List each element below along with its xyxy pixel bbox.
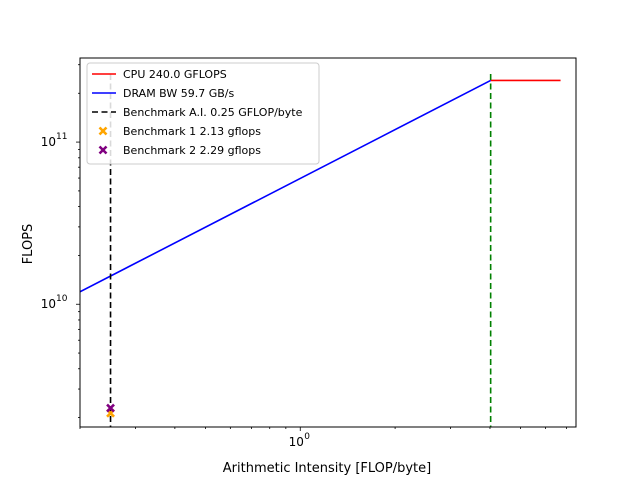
- legend-label: DRAM BW 59.7 GB/s: [123, 87, 234, 100]
- x-axis-label: Arithmetic Intensity [FLOP/byte]: [223, 461, 431, 476]
- legend-label: Benchmark 1 2.13 gflops: [123, 125, 261, 138]
- y-tick-exponent: 11: [56, 132, 67, 142]
- legend: CPU 240.0 GFLOPS DRAM BW 59.7 GB/s Benchma…: [86, 62, 320, 165]
- x-tick-exponent: 0: [304, 432, 310, 442]
- series-line-1: [80, 79, 492, 293]
- legend-label: Benchmark 2 2.29 gflops: [123, 144, 261, 157]
- legend-label: CPU 240.0 GFLOPS: [123, 68, 227, 81]
- y-axis-label: FLOPS: [21, 224, 36, 265]
- legend-handle-4: [98, 145, 108, 155]
- y-tick-label: 10: [41, 135, 56, 149]
- x-axis-ticks: 10 0: [289, 427, 310, 449]
- legend-box: [86, 62, 320, 165]
- y-tick-exponent: 10: [56, 294, 68, 304]
- y-tick-label: 10: [41, 297, 56, 311]
- legend-label: Benchmark A.I. 0.25 GFLOP/byte: [123, 106, 303, 119]
- legend-handle-3: [98, 126, 108, 136]
- x-tick-label: 10: [289, 435, 304, 449]
- axes-frame: [79, 57, 577, 428]
- series-point-4: [106, 403, 115, 413]
